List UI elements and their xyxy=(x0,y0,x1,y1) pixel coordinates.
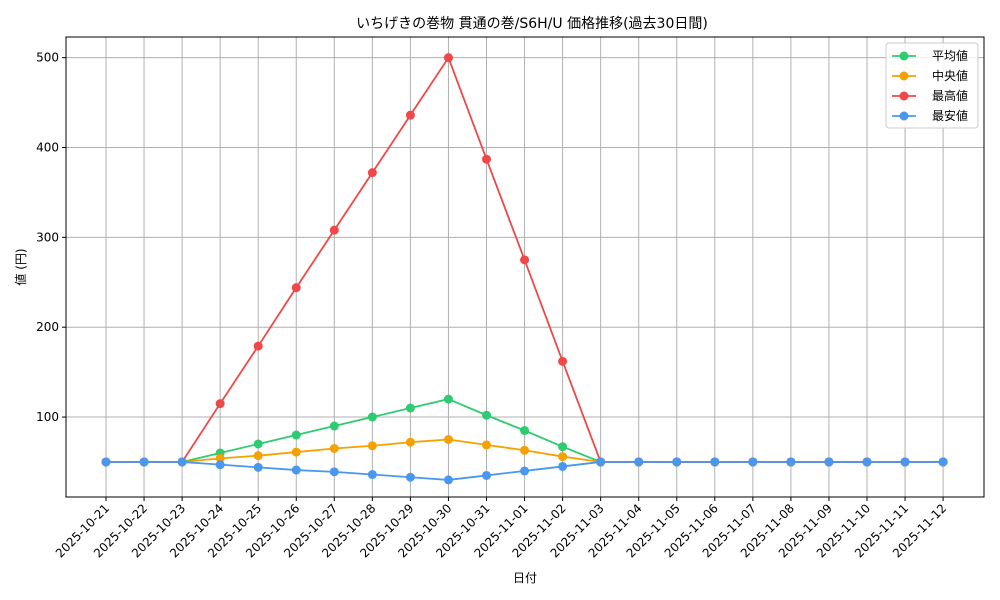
x-axis-label: 日付 xyxy=(513,571,537,585)
data-point xyxy=(482,410,491,420)
data-point xyxy=(405,110,415,120)
data-point xyxy=(520,466,530,476)
data-point xyxy=(558,442,568,452)
data-point xyxy=(482,440,491,450)
data-point xyxy=(443,475,453,485)
legend-swatch-marker xyxy=(899,111,909,121)
data-point xyxy=(405,472,415,482)
y-tick-label: 500 xyxy=(36,51,59,65)
grid-layer xyxy=(66,37,984,497)
legend-swatch-marker xyxy=(899,51,909,61)
data-point xyxy=(367,470,377,480)
data-point xyxy=(215,460,225,470)
data-point xyxy=(253,451,263,461)
legend-label: 最安値 xyxy=(932,108,968,123)
legend-item: 最高値 xyxy=(892,88,968,103)
data-point xyxy=(558,452,568,462)
legend-item: 最安値 xyxy=(892,108,968,123)
data-point xyxy=(862,457,872,467)
legend-label: 最高値 xyxy=(932,88,968,103)
y-axis-label: 値 (円) xyxy=(13,248,28,285)
data-point xyxy=(329,467,339,477)
data-point xyxy=(367,412,377,422)
data-point xyxy=(443,53,453,63)
data-point xyxy=(291,465,301,475)
data-point xyxy=(405,403,415,413)
legend-swatch-marker xyxy=(899,71,909,81)
y-tick-label: 300 xyxy=(36,230,59,244)
data-point xyxy=(139,457,149,467)
y-tick-label: 200 xyxy=(36,320,59,334)
data-point xyxy=(482,154,491,164)
legend-swatch-marker xyxy=(899,91,909,101)
data-point xyxy=(710,457,720,467)
data-point xyxy=(558,356,568,366)
data-point xyxy=(558,461,568,471)
data-point xyxy=(443,435,453,444)
data-point xyxy=(215,399,225,409)
data-point xyxy=(177,457,187,467)
data-point xyxy=(748,457,758,467)
y-axis-ticks: 100 200 300 400 500 xyxy=(36,51,66,424)
data-point xyxy=(520,445,530,455)
legend-label: 平均値 xyxy=(932,48,968,63)
series-layer xyxy=(101,53,948,485)
data-point xyxy=(253,439,263,449)
data-point xyxy=(520,426,530,436)
legend-item: 平均値 xyxy=(892,48,968,63)
data-point xyxy=(482,470,491,480)
data-point xyxy=(101,457,111,467)
data-point xyxy=(405,437,415,447)
data-point xyxy=(253,341,263,351)
data-point xyxy=(672,457,682,467)
x-axis-ticks: 2025-10-212025-10-222025-10-232025-10-24… xyxy=(53,497,949,560)
data-point xyxy=(291,430,301,440)
data-point xyxy=(900,457,910,467)
data-point xyxy=(329,225,339,235)
data-point xyxy=(938,457,948,467)
data-point xyxy=(291,447,301,457)
legend-label: 中央値 xyxy=(932,68,968,83)
data-point xyxy=(596,457,606,467)
data-point xyxy=(215,453,225,463)
data-point xyxy=(443,394,453,404)
data-point xyxy=(367,168,377,178)
data-point xyxy=(329,443,339,453)
legend-box xyxy=(885,42,979,129)
y-tick-label: 100 xyxy=(36,410,59,424)
data-point xyxy=(520,255,530,265)
data-point xyxy=(367,441,377,451)
y-tick-label: 400 xyxy=(36,141,59,155)
data-point xyxy=(253,462,263,472)
data-point xyxy=(786,457,796,467)
data-point xyxy=(634,457,644,467)
chart-title: いちげきの巻物 貫通の巻/S6H/U 価格推移(過去30日間) xyxy=(356,16,708,32)
data-point xyxy=(329,421,339,431)
data-point xyxy=(291,283,301,293)
data-point xyxy=(824,457,834,467)
legend-item: 中央値 xyxy=(892,68,968,83)
series-4 xyxy=(101,457,948,485)
